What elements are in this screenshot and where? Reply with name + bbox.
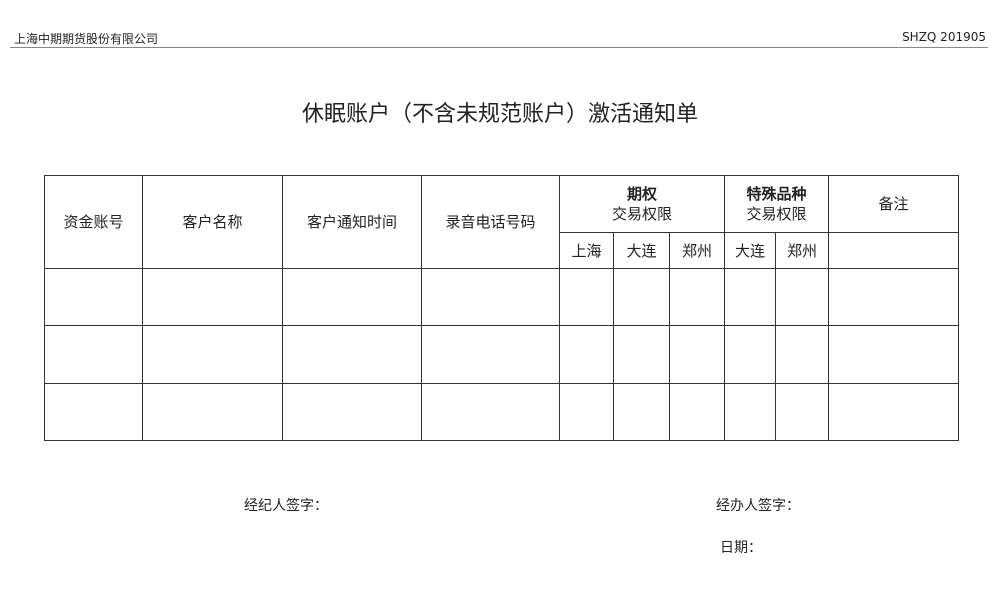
form-code: SHZQ 201905 (902, 30, 986, 44)
company-name: 上海中期期货股份有限公司 (14, 32, 159, 46)
sub-zhengzhou-special: 郑州 (775, 232, 829, 269)
cell[interactable] (669, 383, 725, 441)
header-remark: 备注 (828, 175, 959, 233)
cell[interactable] (559, 383, 614, 441)
sub-dalian-special: 大连 (724, 232, 776, 269)
cell[interactable] (613, 325, 670, 384)
cell[interactable] (724, 325, 776, 384)
cell[interactable] (828, 268, 959, 326)
handler-signature-label: 经办人签字： (716, 498, 800, 514)
remark-sub-cell (828, 232, 959, 269)
header-options: 期权 交易权限 (559, 175, 725, 233)
cell[interactable] (775, 325, 829, 384)
cell[interactable] (775, 268, 829, 326)
table-row (44, 383, 959, 441)
cell[interactable] (828, 325, 959, 384)
options-subtitle: 交易权限 (611, 205, 672, 223)
page-title: 休眠账户（不含未规范账户）激活通知单 (301, 102, 698, 127)
special-title: 特殊品种 (746, 185, 807, 203)
notice-table: 资金账号 客户名称 客户通知时间 录音电话号码 期权 交易权限 特殊品种 交易权限 … (44, 175, 959, 441)
broker-signature-label: 经纪人签字： (244, 498, 328, 514)
cell[interactable] (828, 383, 959, 441)
cell[interactable] (669, 268, 725, 326)
cell[interactable] (421, 325, 560, 384)
cell[interactable] (421, 268, 560, 326)
cell[interactable] (613, 268, 670, 326)
cell[interactable] (669, 325, 725, 384)
cell[interactable] (613, 383, 670, 441)
header-special: 特殊品种 交易权限 (724, 175, 829, 233)
cell[interactable] (142, 325, 283, 384)
cell[interactable] (724, 383, 776, 441)
cell[interactable] (775, 383, 829, 441)
date-label: 日期： (720, 540, 762, 556)
header-account: 资金账号 (44, 175, 143, 269)
cell[interactable] (44, 268, 143, 326)
cell[interactable] (44, 383, 143, 441)
cell[interactable] (44, 325, 143, 384)
cell[interactable] (282, 268, 422, 326)
sub-shanghai: 上海 (559, 232, 614, 269)
cell[interactable] (421, 383, 560, 441)
header-divider (10, 47, 988, 48)
cell[interactable] (282, 383, 422, 441)
cell[interactable] (559, 268, 614, 326)
sub-dalian: 大连 (613, 232, 670, 269)
cell[interactable] (142, 383, 283, 441)
table-row (44, 268, 959, 326)
table-row (44, 325, 959, 384)
cell[interactable] (282, 325, 422, 384)
header-phone: 录音电话号码 (421, 175, 560, 269)
header-client-name: 客户名称 (142, 175, 283, 269)
cell[interactable] (724, 268, 776, 326)
special-subtitle: 交易权限 (746, 205, 807, 223)
header-notify-time: 客户通知时间 (282, 175, 422, 269)
options-title: 期权 (626, 185, 657, 203)
cell[interactable] (559, 325, 614, 384)
cell[interactable] (142, 268, 283, 326)
sub-zhengzhou: 郑州 (669, 232, 725, 269)
